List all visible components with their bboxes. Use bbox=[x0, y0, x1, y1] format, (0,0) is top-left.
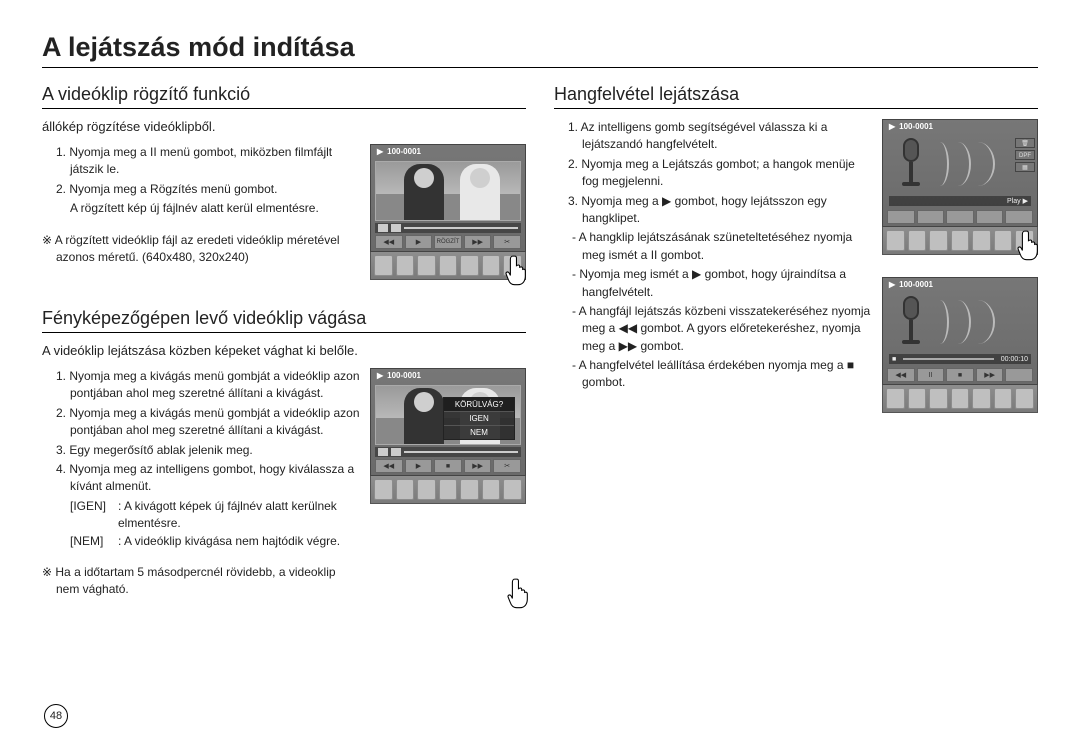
step: 1. Az intelligens gomb segítségével vála… bbox=[554, 119, 872, 154]
capture-steps: 1. Nyomja meg a II menü gombot, miközben… bbox=[42, 144, 360, 280]
bullet: - Nyomja meg ismét a ▶ gombot, hogy újra… bbox=[554, 266, 872, 301]
step: 3. Nyomja meg a ▶ gombot, hogy lejátsszo… bbox=[554, 193, 872, 228]
note: ※ Ha a időtartam 5 másodpercnél rövidebb… bbox=[42, 564, 360, 599]
step: 1. Nyomja meg a II menü gombot, miközben… bbox=[42, 144, 360, 179]
section-subtitle: állókép rögzítése videóklipből. bbox=[42, 119, 526, 134]
section-subtitle: A videóklip lejátszása közben képeket vá… bbox=[42, 343, 526, 358]
touch-strip bbox=[370, 476, 526, 504]
hand-icon bbox=[506, 577, 532, 609]
step: 2. Nyomja meg a Lejátszás gombot; a hang… bbox=[554, 156, 872, 191]
step: 2. Nyomja meg a Rögzítés menü gombot. bbox=[42, 181, 360, 198]
step: 2. Nyomja meg a kivágás menü gombját a v… bbox=[42, 405, 360, 440]
bullet: - A hangklip lejátszásának szüneteltetés… bbox=[554, 229, 872, 264]
lcd-thumbnail-trim: ▶100-0001 KÖRÜLVÁG? IGEN NEM ◀◀▶■▶▶✂ bbox=[370, 368, 526, 601]
trim-dialog: KÖRÜLVÁG? IGEN NEM bbox=[443, 397, 515, 440]
bullet: - A hangfájl lejátszás közbeni visszatek… bbox=[554, 303, 872, 355]
page-number: 48 bbox=[44, 704, 68, 728]
lcd-thumbnail-capture: ▶100-0001 ◀◀▶RÖGZÍT▶▶✂ bbox=[370, 144, 526, 280]
hand-icon bbox=[1016, 229, 1042, 261]
file-counter: 100-0001 bbox=[387, 371, 421, 380]
section-title-trim: Fényképezőgépen levő videóklip vágása bbox=[42, 308, 526, 333]
lcd-thumbnail-voice-2: ▶100-0001 ■00:00:10 ◀◀II■▶▶ bbox=[882, 277, 1038, 413]
section-title-capture: A videóklip rögzítő funkció bbox=[42, 84, 526, 109]
file-counter: 100-0001 bbox=[899, 280, 933, 289]
section-title-voice: Hangfelvétel lejátszása bbox=[554, 84, 1038, 109]
touch-strip bbox=[882, 385, 1038, 413]
timestamp: 00:00:10 bbox=[1001, 356, 1028, 363]
step: A rögzített kép új fájlnév alatt kerül e… bbox=[42, 200, 360, 217]
trim-steps: 1. Nyomja meg a kivágás menü gombját a v… bbox=[42, 368, 360, 601]
hand-icon bbox=[504, 254, 530, 286]
page-title: A lejátszás mód indítása bbox=[42, 32, 1038, 68]
file-counter: 100-0001 bbox=[899, 122, 933, 131]
left-column: A videóklip rögzítő funkció állókép rögz… bbox=[42, 78, 526, 601]
step: 3. Egy megerősítő ablak jelenik meg. bbox=[42, 442, 360, 459]
voice-steps: 1. Az intelligens gomb segítségével vála… bbox=[554, 119, 872, 413]
step: 4. Nyomja meg az intelligens gombot, hog… bbox=[42, 461, 360, 496]
step: 1. Nyomja meg a kivágás menü gombját a v… bbox=[42, 368, 360, 403]
touch-strip bbox=[882, 227, 1038, 255]
capture-button: RÖGZÍT bbox=[434, 235, 462, 249]
right-column: Hangfelvétel lejátszása 1. Az intelligen… bbox=[554, 78, 1038, 601]
touch-strip bbox=[370, 252, 526, 280]
bullet: - A hangfelvétel leállítása érdekében ny… bbox=[554, 357, 872, 392]
yes-no-defs: [IGEN]: A kivágott képek új fájlnév alat… bbox=[42, 498, 360, 550]
note: ※ A rögzített videóklip fájl az eredeti … bbox=[42, 232, 360, 267]
lcd-thumbnail-voice-1: ▶100-0001 🗑DPF▦ Play ▶ bbox=[882, 119, 1038, 255]
file-counter: 100-0001 bbox=[387, 147, 421, 156]
